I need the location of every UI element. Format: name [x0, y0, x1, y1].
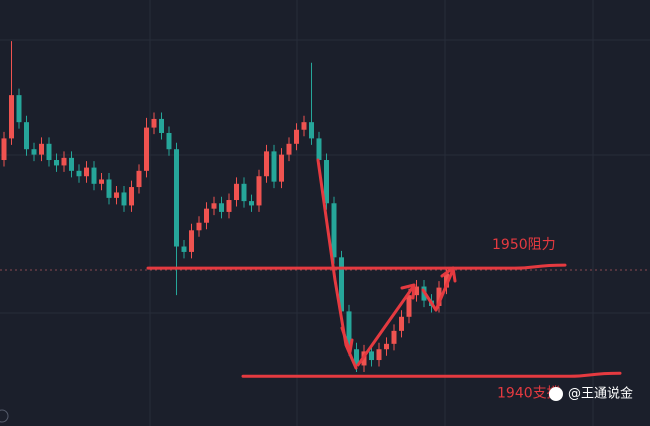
candle-body	[234, 183, 239, 201]
candle-body	[189, 230, 194, 252]
candle-body	[159, 118, 164, 133]
candle-body	[196, 222, 202, 231]
candle-body	[444, 273, 449, 288]
candle-body	[1, 138, 7, 161]
arrows	[316, 158, 457, 370]
candle-body	[69, 157, 74, 171]
candle-body	[24, 122, 29, 150]
candle-body	[301, 122, 307, 130]
candle-body	[106, 179, 112, 198]
candle-body	[406, 295, 412, 317]
level-line	[146, 263, 567, 270]
candle-body	[61, 157, 67, 166]
candle-body	[16, 95, 22, 123]
levels: 1950阻力 1940支撑	[146, 237, 622, 401]
candle-body	[331, 203, 337, 258]
level-label: 1950阻力	[492, 237, 556, 253]
level-line	[241, 371, 622, 378]
candle-body	[294, 129, 299, 144]
candle-body	[346, 311, 352, 350]
candle-body	[391, 330, 397, 344]
candle-body	[166, 132, 172, 150]
candle-body	[9, 95, 14, 139]
candle-body	[84, 167, 89, 177]
candle-body	[226, 200, 232, 212]
candle-body	[174, 149, 179, 247]
candle-body	[211, 203, 217, 209]
candle-body	[399, 316, 404, 331]
candle-body	[114, 192, 119, 198]
candle-body	[271, 151, 277, 182]
candle-body	[219, 203, 224, 212]
candle-body	[91, 167, 97, 184]
candle-body	[31, 149, 37, 155]
candle-body	[376, 349, 382, 361]
candle-body	[76, 170, 82, 177]
candle-body	[99, 179, 104, 184]
candle-body	[249, 201, 254, 206]
candle-body	[286, 143, 292, 155]
candle-body	[354, 349, 359, 366]
candle-body	[316, 138, 322, 161]
candle-body	[369, 351, 374, 361]
candles	[1, 41, 449, 372]
candle-body	[264, 151, 269, 177]
candle-body	[309, 122, 314, 139]
candle-body	[136, 170, 142, 188]
candle-body	[54, 160, 59, 166]
candle-body	[339, 257, 344, 312]
candle-body	[324, 160, 329, 204]
candle-body	[39, 143, 44, 155]
candle-body	[46, 143, 52, 161]
watermark: @王通说金	[568, 386, 633, 402]
candle-body	[279, 154, 284, 182]
candle-body	[436, 287, 442, 306]
candle-body	[384, 343, 389, 350]
watermark-icon	[549, 387, 563, 401]
level-label: 1940支撑	[497, 385, 561, 401]
candle-body	[414, 286, 419, 296]
candle-body	[241, 183, 247, 202]
candle-body	[129, 187, 134, 206]
logo	[0, 409, 9, 423]
candle-body	[181, 246, 187, 252]
candle-body	[121, 192, 127, 206]
candle-body	[256, 176, 262, 206]
candle-body	[204, 208, 209, 223]
candle-body	[151, 118, 157, 128]
candle-body	[144, 127, 149, 171]
